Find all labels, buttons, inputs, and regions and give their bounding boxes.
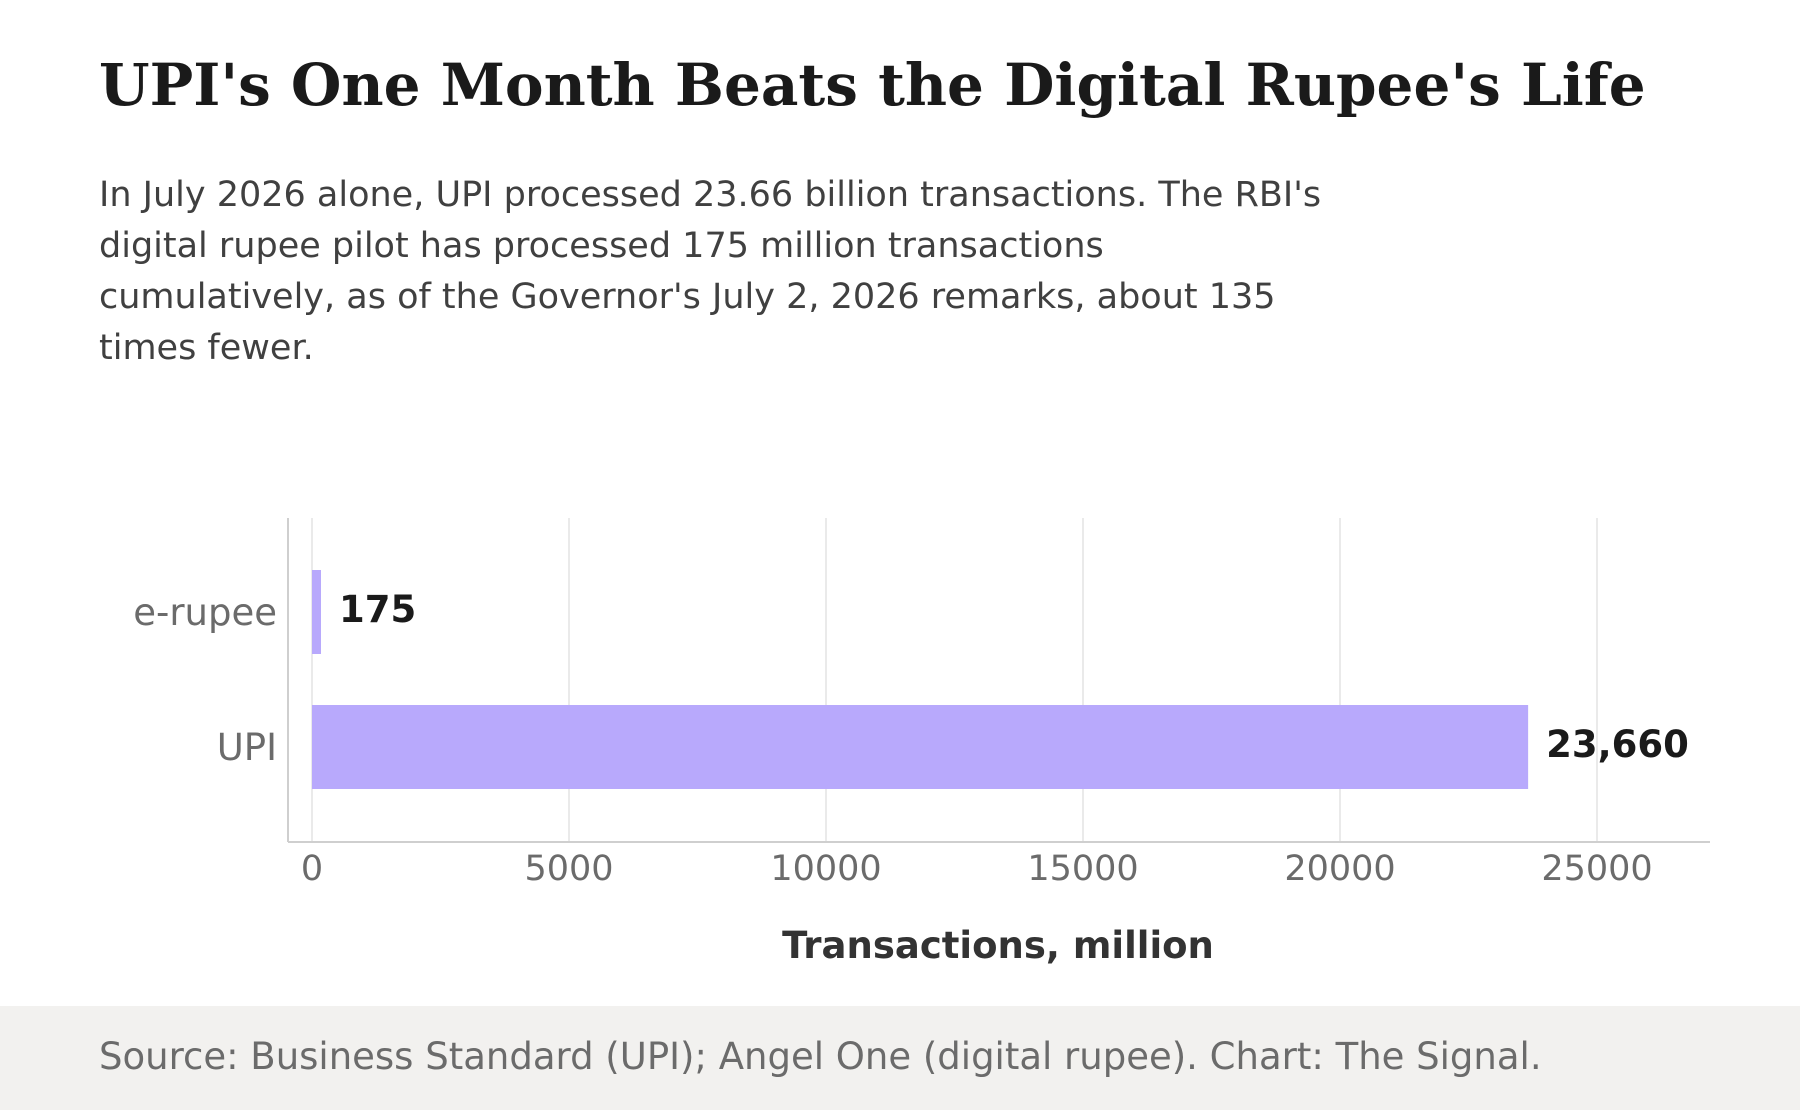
value-label: 175 <box>339 588 416 631</box>
bars <box>312 570 1529 789</box>
chart-subtitle: In July 2026 alone, UPI processed 23.66 … <box>99 175 1322 368</box>
x-tick-label: 15000 <box>1027 849 1138 889</box>
chart-title: UPI's One Month Beats the Digital Rupee'… <box>99 51 1646 119</box>
x-axis-title: Transactions, million <box>782 924 1214 967</box>
labels: 0 5000 10000 15000 20000 25000 Transactions, m… <box>133 588 1689 967</box>
grid-lines <box>311 518 1598 842</box>
category-label: UPI <box>217 726 277 769</box>
x-tick-label: 10000 <box>770 849 881 889</box>
value-label: 23,660 <box>1546 723 1689 766</box>
x-tick-label: 25000 <box>1541 849 1652 889</box>
source-note: Source: Business Standard (UPI); Angel O… <box>99 1035 1542 1078</box>
bar-e-rupee <box>312 570 321 654</box>
category-label: e-rupee <box>133 591 277 634</box>
bar-upi <box>312 705 1529 789</box>
x-tick-label: 20000 <box>1284 849 1395 889</box>
axes <box>287 518 1710 843</box>
x-tick-label: 0 <box>301 849 323 889</box>
x-tick-label: 5000 <box>524 849 613 889</box>
footer: Source: Business Standard (UPI); Angel O… <box>0 1006 1800 1110</box>
bar-chart: 0 5000 10000 15000 20000 25000 Transactions, m… <box>133 518 1710 967</box>
